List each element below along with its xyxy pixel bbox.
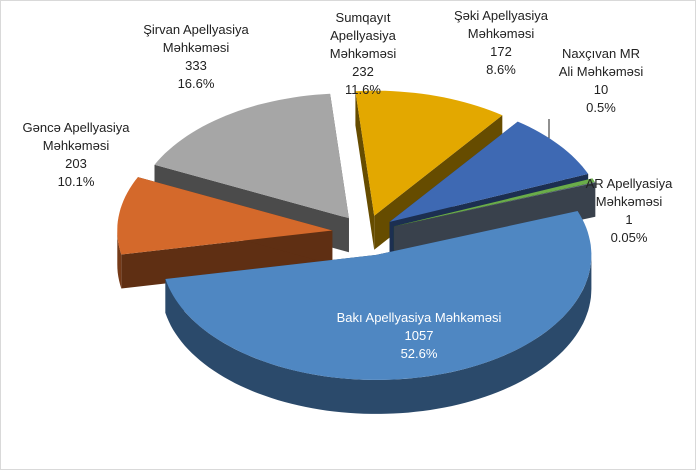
label-value: 203	[65, 156, 87, 171]
label-percent: 16.6%	[177, 76, 215, 91]
data-label: Naxçıvan MR Ali Məhkəməsi 10 0.5%	[556, 45, 646, 117]
slice-top	[389, 121, 589, 222]
slice-top	[117, 177, 333, 255]
data-label: Sumqayıt Apellyasiya Məhkəməsi 232 11.6%	[308, 9, 418, 99]
data-label: Şirvan Apellyasiya Məhkəməsi 333 16.6%	[111, 21, 281, 93]
label-name: Sumqayıt Apellyasiya Məhkəməsi	[329, 10, 397, 61]
label-name: Bakı Apellyasiya Məhkəməsi	[336, 310, 502, 325]
data-label: AR Apellyasiya Məhkəməsi 1 0.05%	[579, 175, 679, 247]
slice	[117, 177, 333, 289]
slice-wall	[117, 230, 122, 289]
label-name: Şəki Apellyasiya Məhkəməsi	[454, 8, 548, 41]
label-value: 232	[352, 64, 374, 79]
label-value: 172	[490, 44, 512, 59]
label-percent: 8.6%	[486, 62, 516, 77]
slice-side	[355, 91, 375, 250]
label-percent: 0.5%	[586, 100, 616, 115]
label-percent: 52.6%	[400, 346, 438, 361]
label-percent: 10.1%	[57, 174, 95, 189]
label-value: 10	[593, 82, 609, 97]
slice-wall	[165, 254, 592, 414]
data-label: Şəki Apellyasiya Məhkəməsi 172 8.6%	[441, 7, 561, 79]
label-value: 1057	[404, 328, 434, 343]
label-name: Naxçıvan MR Ali Məhkəməsi	[558, 46, 644, 79]
slice-top	[154, 93, 349, 219]
label-name: Gəncə Apellyasiya Məhkəməsi	[22, 120, 130, 153]
slice-top	[394, 182, 596, 227]
slice	[165, 211, 592, 414]
slice-top	[165, 211, 592, 380]
data-label: Gəncə Apellyasiya Məhkəməsi 203 10.1%	[1, 119, 151, 191]
label-percent: 11.6%	[345, 82, 381, 97]
label-value: 1	[625, 212, 633, 227]
label-percent: 0.05%	[610, 230, 648, 245]
label-value: 333	[185, 58, 207, 73]
label-name: Şirvan Apellyasiya Məhkəməsi	[143, 22, 249, 55]
slice-top	[393, 178, 595, 227]
data-label: Bakı Apellyasiya Məhkəməsi 1057 52.6%	[324, 309, 514, 363]
label-name: AR Apellyasiya Məhkəməsi	[585, 176, 673, 209]
slice-top	[355, 90, 503, 216]
